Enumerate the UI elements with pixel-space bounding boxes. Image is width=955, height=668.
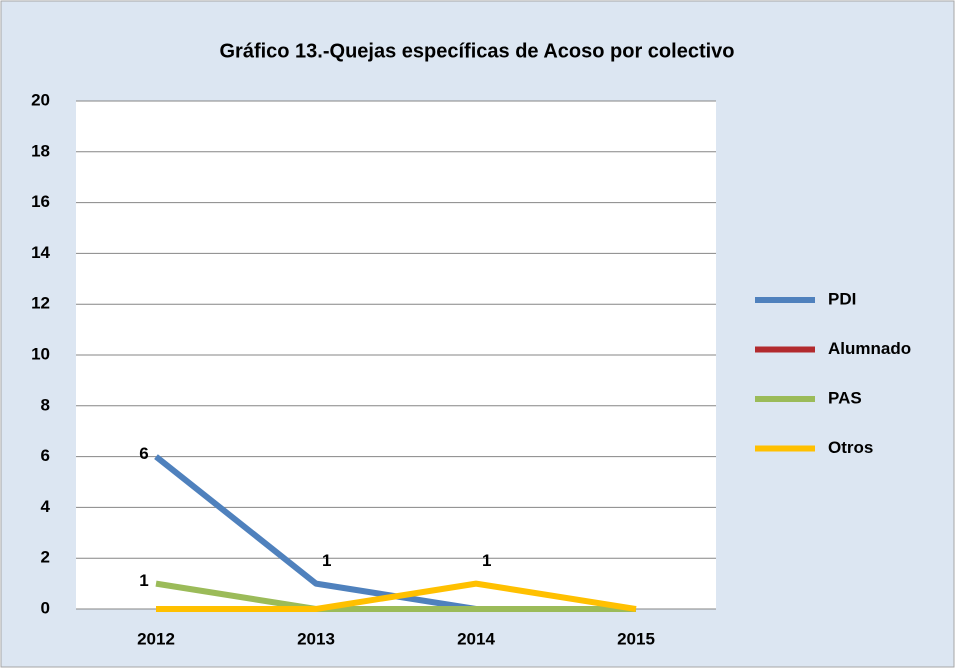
x-tick-label: 2013 [297, 629, 335, 648]
series-line [156, 580, 637, 612]
series-line [155, 580, 636, 612]
legend-label: PDI [828, 289, 856, 308]
data-label: 1 [139, 571, 148, 590]
y-tick-label: 2 [41, 548, 50, 567]
legend-label: Otros [828, 438, 873, 457]
y-tick-label: 4 [41, 497, 51, 516]
legend-label: Alumnado [828, 339, 911, 358]
data-label: 1 [322, 551, 331, 570]
y-tick-label: 10 [31, 344, 50, 363]
y-tick-label: 12 [31, 294, 50, 313]
data-label: 1 [482, 551, 491, 570]
x-tick-label: 2012 [137, 629, 175, 648]
y-tick-label: 18 [31, 141, 50, 160]
data-label: 6 [139, 444, 148, 463]
y-tick-label: 6 [41, 446, 50, 465]
y-tick-label: 8 [41, 395, 50, 414]
y-tick-label: 0 [41, 598, 50, 617]
y-tick-label: 14 [31, 243, 50, 262]
y-tick-label: 16 [31, 192, 50, 211]
chart-title: Gráfico 13.-Quejas específicas de Acoso … [219, 40, 734, 62]
x-tick-label: 2015 [617, 629, 655, 648]
y-tick-label: 20 [31, 90, 50, 109]
x-tick-label: 2014 [457, 629, 495, 648]
legend-label: PAS [828, 388, 862, 407]
